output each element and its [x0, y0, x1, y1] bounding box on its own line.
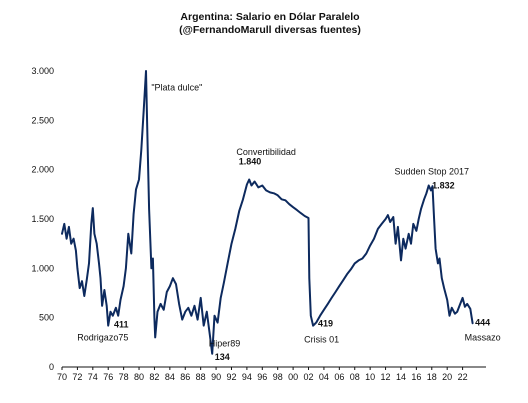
x-tick-label: 08 [350, 372, 360, 382]
x-tick-label: 06 [334, 372, 344, 382]
x-tick-label: 82 [149, 372, 159, 382]
annotation-label: 1.840 [239, 157, 262, 167]
x-tick-label: 22 [458, 372, 468, 382]
series-line [61, 70, 474, 355]
x-tick-label: 18 [427, 372, 437, 382]
annotation-label: Rodrigazo75 [77, 332, 128, 342]
x-tick-label: 94 [242, 372, 252, 382]
series-layer [61, 70, 474, 355]
y-tick-label: 1.500 [31, 214, 54, 224]
annotation-label: Sudden Stop 2017 [394, 167, 469, 177]
x-tick-label: 90 [211, 372, 221, 382]
x-tick-label: 12 [381, 372, 391, 382]
annotation-label: 134 [215, 352, 230, 362]
x-tick-label: 98 [273, 372, 283, 382]
x-tick-label: 92 [226, 372, 236, 382]
y-tick-label: 3.000 [31, 66, 54, 76]
x-tick-label: 72 [72, 372, 82, 382]
x-tick-label: 80 [134, 372, 144, 382]
x-tick-label: 86 [180, 372, 190, 382]
x-tick-label: 84 [165, 372, 175, 382]
axes-group: 0 500 1.000 1.500 2.000 2.500 3.000 70 72 74 76 78 8… [31, 66, 486, 382]
y-tick-label: 0 [49, 362, 54, 372]
x-tick-label: 20 [442, 372, 452, 382]
chart-subtitle: (@FernandoMarull diversas fuentes) [179, 24, 361, 36]
x-tick-label: 78 [119, 372, 129, 382]
chart-title: Argentina: Salario en Dólar Paralelo [180, 11, 359, 23]
annotation-label: Convertibilidad [236, 147, 296, 157]
annotation-label: 444 [475, 318, 490, 328]
annotation-label: Hiper89 [209, 338, 241, 348]
x-tick-label: 96 [257, 372, 267, 382]
x-tick-label: 88 [196, 372, 206, 382]
x-tick-label: 70 [57, 372, 67, 382]
x-tick-label: 02 [304, 372, 314, 382]
x-tick-label: 00 [288, 372, 298, 382]
annotation-label: "Plata dulce" [151, 83, 202, 93]
y-tick-label: 2.500 [31, 115, 54, 125]
x-tick-label: 76 [103, 372, 113, 382]
y-tick-label: 2.000 [31, 165, 54, 175]
x-tick-label: 04 [319, 372, 329, 382]
x-tick-label: 16 [411, 372, 421, 382]
annotation-label: 1.832 [432, 180, 455, 190]
x-tick-label: 10 [365, 372, 375, 382]
annotation-label: Crisis 01 [304, 334, 339, 344]
annotation-label: 411 [114, 320, 129, 330]
annotation-label: Massazo [465, 332, 501, 342]
annotation-label: 419 [318, 319, 333, 329]
y-tick-label: 1.000 [31, 263, 54, 273]
x-tick-label: 14 [396, 372, 406, 382]
y-tick-label: 500 [39, 313, 54, 323]
x-tick-label: 74 [88, 372, 98, 382]
